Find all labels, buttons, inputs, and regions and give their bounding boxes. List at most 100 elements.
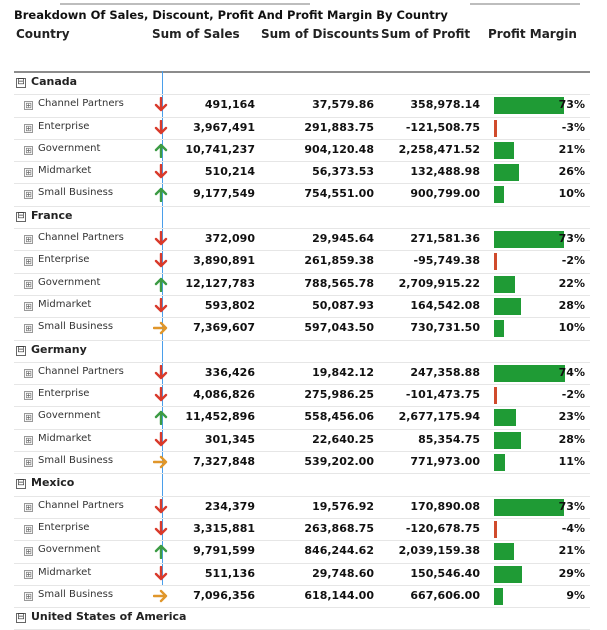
country-name: France	[31, 208, 73, 222]
profit-margin-bar	[494, 498, 564, 516]
header-sum-of-profit[interactable]: Sum of Profit	[381, 27, 471, 41]
expand-toggle-icon[interactable]: ⊞	[24, 235, 33, 245]
discount-value: 19,842.12	[312, 365, 374, 379]
down-arrow-icon	[154, 97, 168, 112]
expand-toggle-icon[interactable]: ⊞	[24, 569, 33, 579]
expand-toggle-icon[interactable]: ⊞	[24, 123, 33, 133]
collapse-toggle-icon[interactable]: ⊟	[16, 478, 26, 490]
discount-value: 263,868.75	[304, 521, 374, 535]
segment-row: ⊞ Channel Partners 234,379 19,576.92 170,890…	[14, 497, 590, 519]
expand-toggle-icon[interactable]: ⊞	[24, 101, 33, 111]
collapse-toggle-icon[interactable]: ⊟	[16, 210, 26, 222]
profit-value: 2,677,175.94	[398, 410, 480, 424]
sales-value: 4,086,826	[193, 388, 255, 402]
segment-row: ⊞ Midmarket 511,136 29,748.60 150,546.40 29%	[14, 564, 590, 586]
profit-margin-bar	[494, 387, 497, 405]
discount-value: 558,456.06	[304, 410, 374, 424]
profit-margin-value: -4%	[561, 521, 585, 535]
discount-value: 275,986.25	[304, 388, 374, 402]
profit-value: 2,258,471.52	[398, 142, 480, 156]
profit-margin-value: 28%	[558, 298, 585, 312]
segment-row: ⊞ Small Business 7,369,607 597,043.50 730,73…	[14, 318, 590, 341]
expand-toggle-icon[interactable]: ⊞	[24, 301, 33, 311]
header-profit-margin[interactable]: Profit Margin	[488, 27, 577, 41]
discount-value: 904,120.48	[304, 142, 374, 156]
profit-value: -101,473.75	[405, 388, 480, 402]
expand-toggle-icon[interactable]: ⊞	[24, 257, 33, 267]
expand-toggle-icon[interactable]: ⊞	[24, 391, 33, 401]
profit-margin-bar	[494, 454, 505, 472]
sales-value: 3,890,891	[193, 254, 255, 268]
segment-row: ⊞ Enterprise 4,086,826 275,986.25 -101,473.7…	[14, 385, 590, 408]
profit-margin-value: 29%	[558, 566, 585, 580]
expand-toggle-icon[interactable]: ⊞	[24, 368, 33, 378]
segment-name: Midmarket	[38, 432, 92, 444]
up-arrow-icon	[154, 411, 168, 426]
country-group-row[interactable]: ⊟ Germany	[14, 341, 590, 363]
country-group-row[interactable]: ⊟ France	[14, 207, 590, 230]
up-arrow-icon	[154, 545, 168, 560]
segment-name: Government	[38, 276, 101, 288]
header-country[interactable]: Country	[16, 27, 70, 41]
table-body: ⊟ Canada ⊞ Channel Partners 491,164 37,579.86…	[14, 73, 590, 630]
profit-value: 2,709,915.22	[398, 276, 480, 290]
expand-toggle-icon[interactable]: ⊞	[24, 279, 33, 289]
country-group-row[interactable]: ⊟ Canada	[14, 73, 590, 96]
segment-name: Government	[38, 410, 101, 422]
profit-margin-bar	[494, 565, 522, 583]
segment-row: ⊞ Channel Partners 372,090 29,945.64 271,581…	[14, 229, 590, 252]
profit-margin-bar	[494, 97, 564, 115]
expand-toggle-icon[interactable]: ⊞	[24, 458, 33, 468]
profit-margin-bar	[494, 253, 497, 271]
segment-name: Enterprise	[38, 521, 90, 533]
expand-toggle-icon[interactable]: ⊞	[24, 145, 33, 155]
discount-value: 846,244.62	[304, 544, 374, 558]
header-sum-of-sales[interactable]: Sum of Sales	[152, 27, 240, 41]
segment-row: ⊞ Government 10,741,237 904,120.48 2,258,471…	[14, 140, 590, 163]
country-group-row[interactable]: ⊟ Mexico	[14, 474, 590, 497]
profit-margin-value: 26%	[558, 165, 585, 179]
expand-toggle-icon[interactable]: ⊞	[24, 502, 33, 512]
profit-margin-bar	[494, 119, 497, 137]
expand-toggle-icon[interactable]: ⊞	[24, 524, 33, 534]
expand-toggle-icon[interactable]: ⊞	[24, 190, 33, 200]
expand-toggle-icon[interactable]: ⊞	[24, 324, 33, 334]
segment-row: ⊞ Midmarket 510,214 56,373.53 132,488.98 26%	[14, 162, 590, 185]
discount-value: 37,579.86	[312, 98, 374, 112]
sales-value: 10,741,237	[185, 142, 255, 156]
expand-toggle-icon[interactable]: ⊞	[24, 591, 33, 601]
sales-value: 7,327,848	[193, 455, 255, 469]
collapse-toggle-icon[interactable]: ⊟	[16, 77, 26, 88]
expand-toggle-icon[interactable]: ⊞	[24, 413, 33, 423]
segment-row: ⊞ Small Business 9,177,549 754,551.00 900,79…	[14, 184, 590, 207]
profit-value: 900,799.00	[410, 187, 480, 201]
matrix-table: Country Sum of Sales Sum of Discounts Su…	[14, 27, 590, 630]
segment-name: Enterprise	[38, 388, 90, 400]
collapse-toggle-icon[interactable]: ⊟	[16, 612, 26, 624]
down-arrow-icon	[154, 297, 168, 313]
header-sum-of-discounts[interactable]: Sum of Discounts	[261, 27, 380, 41]
profit-value: 271,581.36	[410, 232, 480, 246]
expand-toggle-icon[interactable]: ⊞	[24, 168, 33, 178]
profit-margin-value: 22%	[558, 276, 585, 290]
discount-value: 29,945.64	[312, 232, 374, 246]
expand-toggle-icon[interactable]: ⊞	[24, 435, 33, 445]
profit-margin-value: -2%	[561, 254, 585, 268]
profit-margin-value: 73%	[558, 98, 585, 112]
sales-value: 511,136	[204, 566, 255, 580]
profit-value: 247,358.88	[410, 365, 480, 379]
profit-margin-value: 9%	[566, 588, 585, 602]
down-arrow-icon	[154, 253, 168, 268]
expand-toggle-icon[interactable]: ⊞	[24, 547, 33, 557]
segment-row: ⊞ Government 11,452,896 558,456.06 2,677,175…	[14, 407, 590, 430]
profit-value: 150,546.40	[410, 566, 480, 580]
down-arrow-icon	[154, 119, 168, 134]
cropped-title-remnant	[470, 0, 580, 5]
sales-value: 11,452,896	[185, 410, 255, 424]
profit-margin-bar	[494, 364, 565, 382]
collapse-toggle-icon[interactable]: ⊟	[16, 344, 26, 356]
profit-value: -120,678.75	[405, 521, 480, 535]
profit-margin-value: 74%	[558, 365, 585, 379]
country-group-row[interactable]: ⊟ United States of America	[14, 608, 590, 630]
sales-value: 491,164	[204, 98, 255, 112]
